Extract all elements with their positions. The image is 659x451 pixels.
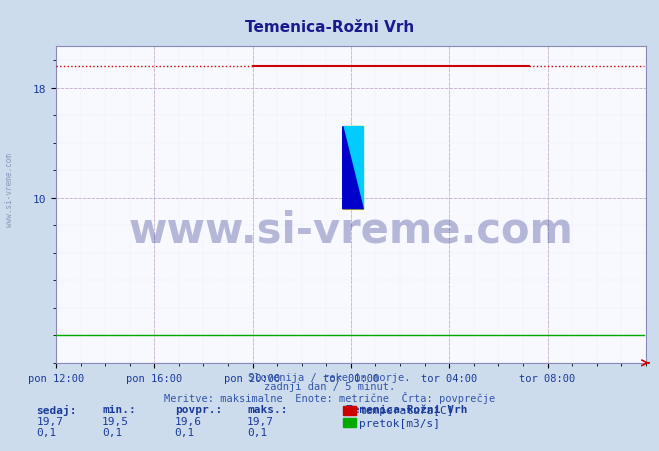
Text: 0,1: 0,1 — [175, 428, 195, 437]
Text: min.:: min.: — [102, 404, 136, 414]
Text: 0,1: 0,1 — [247, 428, 268, 437]
Bar — [343, 127, 363, 209]
Text: 0,1: 0,1 — [102, 428, 123, 437]
Text: 19,6: 19,6 — [175, 416, 202, 426]
Text: 19,7: 19,7 — [247, 416, 274, 426]
Text: temperatura[C]: temperatura[C] — [359, 405, 453, 415]
Text: 19,5: 19,5 — [102, 416, 129, 426]
Polygon shape — [343, 127, 363, 209]
Text: 0,1: 0,1 — [36, 428, 57, 437]
Text: Temenica-Rožni Vrh: Temenica-Rožni Vrh — [346, 404, 467, 414]
Text: Temenica-Rožni Vrh: Temenica-Rožni Vrh — [245, 20, 414, 35]
Text: povpr.:: povpr.: — [175, 404, 222, 414]
Text: pretok[m3/s]: pretok[m3/s] — [359, 418, 440, 428]
Text: Slovenija / reke in morje.: Slovenija / reke in morje. — [248, 372, 411, 382]
Text: sedaj:: sedaj: — [36, 404, 76, 414]
Polygon shape — [343, 127, 363, 209]
Text: maks.:: maks.: — [247, 404, 287, 414]
Text: zadnji dan / 5 minut.: zadnji dan / 5 minut. — [264, 381, 395, 391]
Text: Meritve: maksimalne  Enote: metrične  Črta: povprečje: Meritve: maksimalne Enote: metrične Črta… — [164, 391, 495, 403]
Text: 19,7: 19,7 — [36, 416, 63, 426]
Text: www.si-vreme.com: www.si-vreme.com — [5, 152, 14, 226]
Text: www.si-vreme.com: www.si-vreme.com — [129, 210, 573, 251]
